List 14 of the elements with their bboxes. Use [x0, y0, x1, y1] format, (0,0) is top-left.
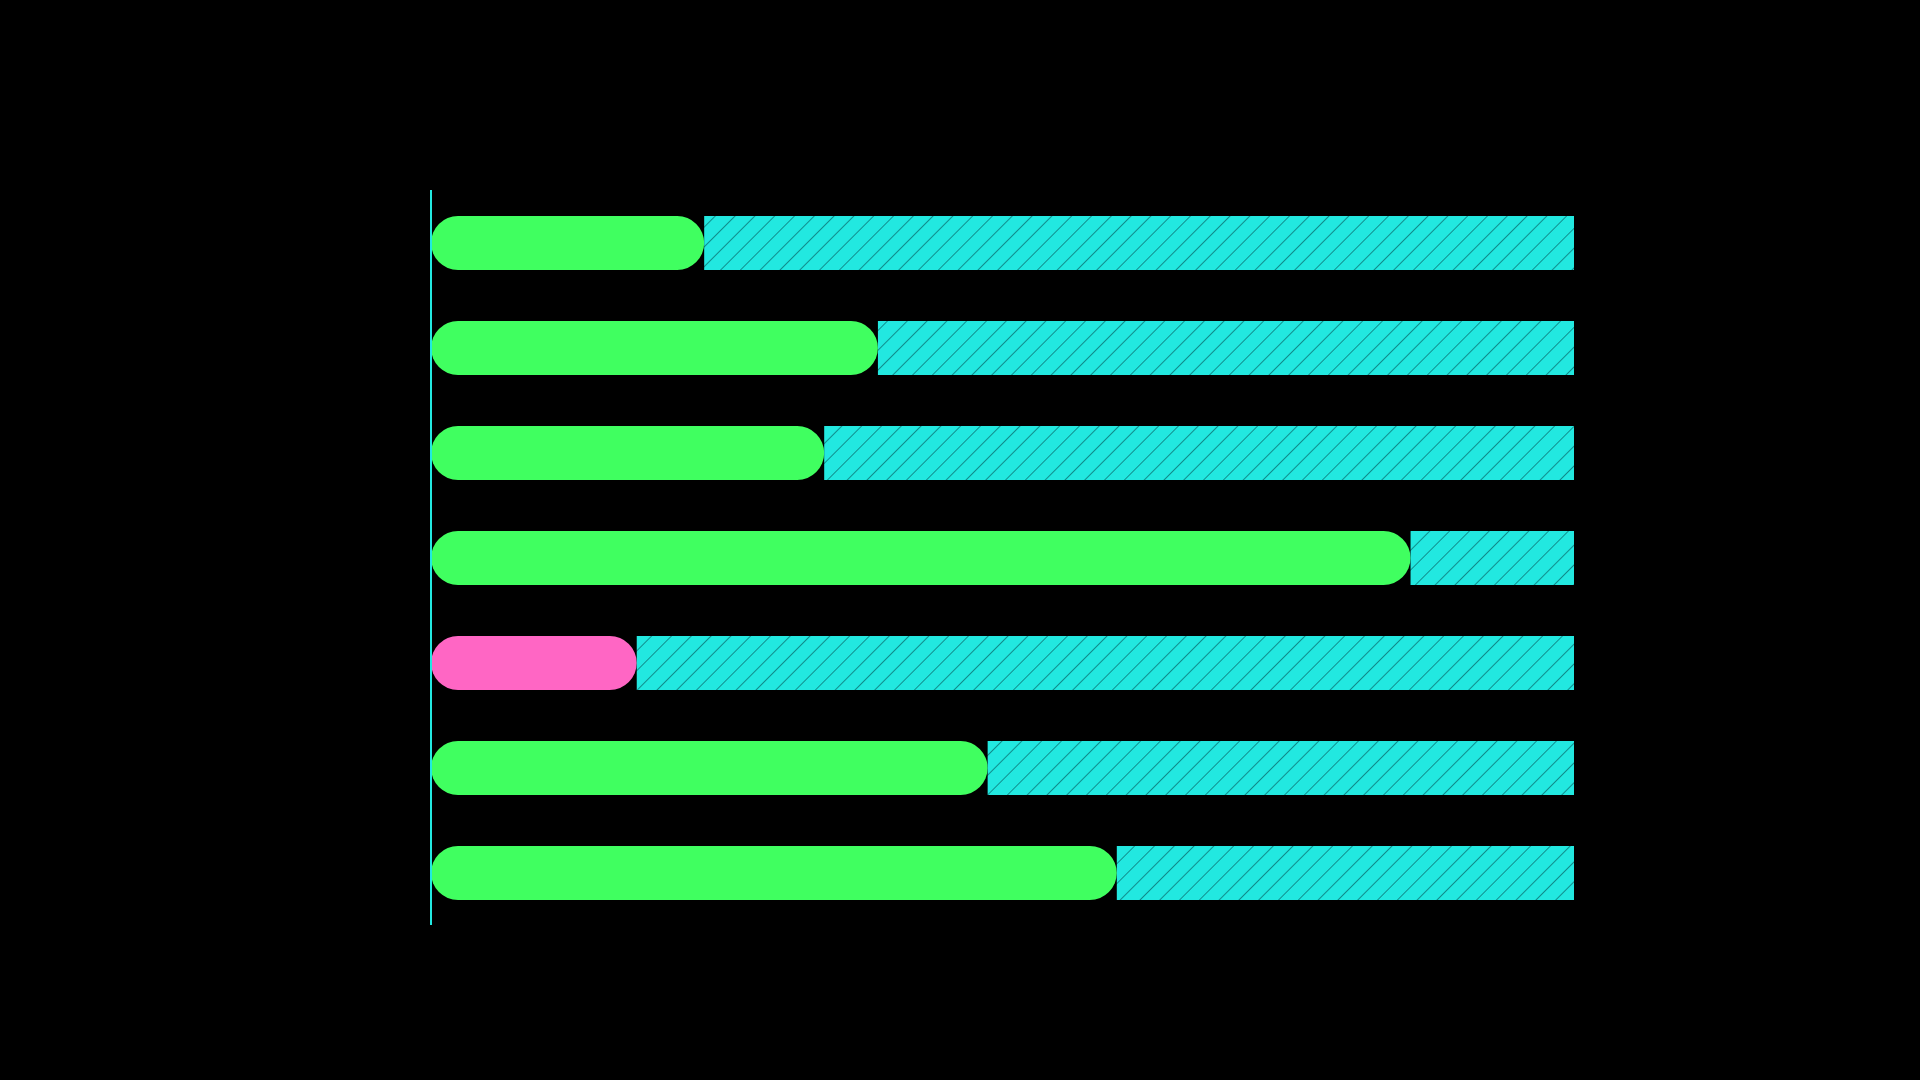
- bar: [636, 636, 1574, 690]
- bar: [431, 531, 1411, 585]
- bar: [431, 846, 1117, 900]
- bar: [431, 321, 878, 375]
- bar: [987, 741, 1574, 795]
- bar: [431, 216, 705, 270]
- bar: [431, 636, 637, 690]
- bar: [431, 741, 988, 795]
- bar: [1116, 846, 1574, 900]
- bar: [877, 321, 1574, 375]
- bar: [1410, 531, 1574, 585]
- bar: [431, 426, 825, 480]
- bar: [704, 216, 1574, 270]
- bar: [824, 426, 1574, 480]
